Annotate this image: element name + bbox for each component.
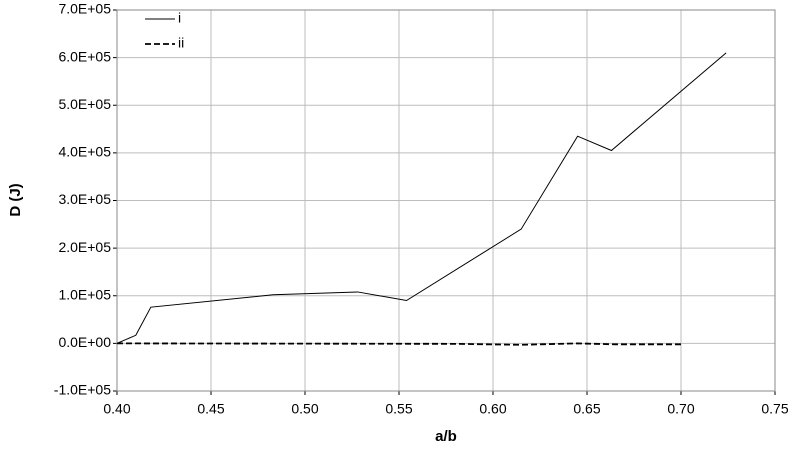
y-tick-label: 4.0E+05 — [58, 144, 111, 160]
x-axis-title: a/b — [435, 428, 457, 445]
x-tick-label: 0.60 — [479, 401, 506, 417]
plot-border — [116, 9, 776, 392]
x-tick-label: 0.40 — [103, 401, 130, 417]
y-tick-label: 0.0E+00 — [58, 334, 111, 350]
y-tick-label: 7.0E+05 — [58, 1, 111, 17]
legend-label: i — [178, 10, 181, 26]
legend-label: ii — [178, 35, 184, 51]
data-line — [116, 342, 681, 346]
y-tick-label: -1.0E+05 — [54, 382, 111, 398]
x-tick-label: 0.70 — [667, 401, 694, 417]
y-tick-label: 2.0E+05 — [58, 239, 111, 255]
x-tick-label: 0.45 — [197, 401, 224, 417]
x-tick-label: 0.65 — [573, 401, 600, 417]
y-axis-title: D (J) — [7, 183, 24, 216]
data-line — [116, 52, 727, 344]
y-tick-label: 1.0E+05 — [58, 286, 111, 302]
y-tick-label: 5.0E+05 — [58, 96, 111, 112]
x-tick-label: 0.75 — [761, 401, 788, 417]
x-tick-label: 0.55 — [385, 401, 412, 417]
y-tick-label: 6.0E+05 — [58, 48, 111, 64]
x-tick-label: 0.50 — [291, 401, 318, 417]
y-tick-label: 3.0E+05 — [58, 191, 111, 207]
